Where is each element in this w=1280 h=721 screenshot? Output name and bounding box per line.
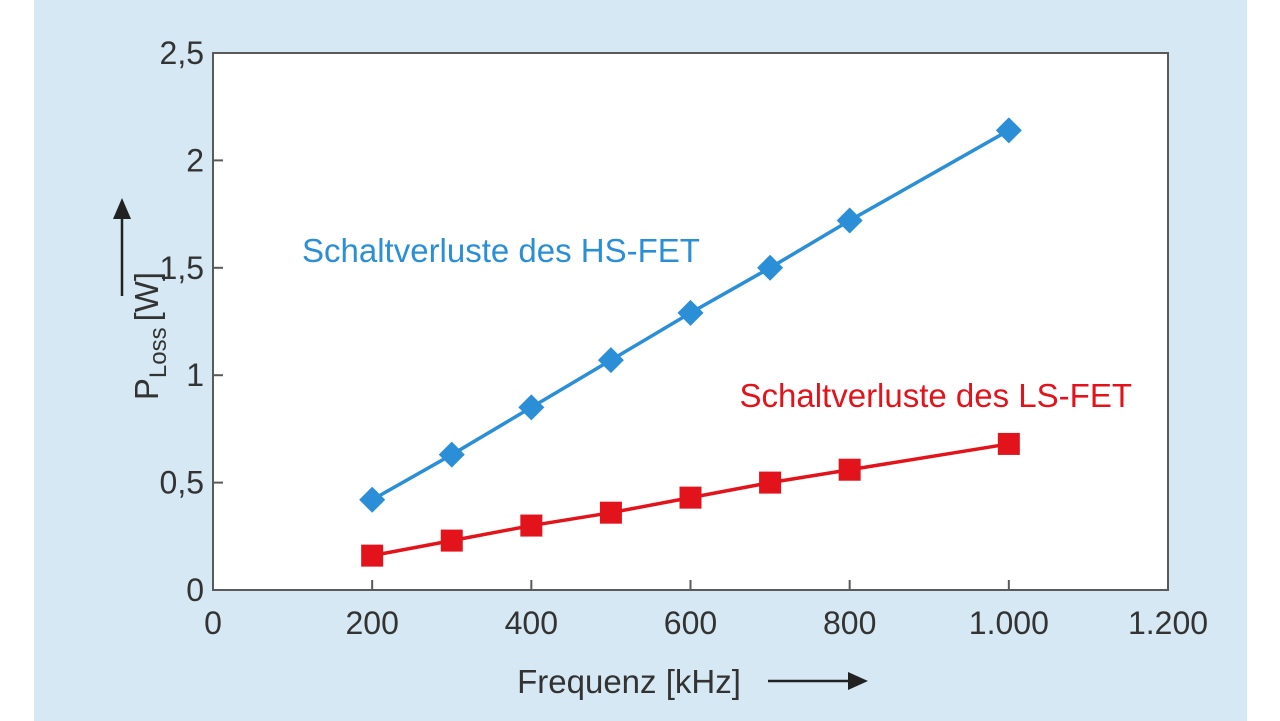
x-axis-label: Frequenz [kHz] [517, 663, 741, 700]
chart-figure: 0 200 400 600 800 1.000 1.200 0 0,5 1 1,5 2 2,5 Sch… [34, 0, 1247, 721]
x-axis-arrow [768, 672, 868, 690]
y-axis-ticks: 0 0,5 1 1,5 2 2,5 [160, 35, 223, 608]
data-point-diamond [995, 117, 1022, 144]
x-tick-label: 1.200 [1128, 605, 1208, 641]
y-axis-label: PLoss [W] [128, 272, 172, 400]
data-point-square [520, 514, 543, 537]
series-line [371, 442, 1010, 558]
y-tick-label: 1,5 [160, 250, 204, 286]
data-point-square [361, 544, 384, 567]
x-tick-label: 400 [505, 605, 558, 641]
line-chart: 0 200 400 600 800 1.000 1.200 0 0,5 1 1,5 2 2,5 Sch… [113, 35, 1208, 700]
series-label: Schaltverluste des HS-FET [302, 232, 700, 269]
y-tick-label: 2 [186, 142, 204, 178]
data-point-square [759, 471, 782, 494]
series-2 [361, 432, 1020, 567]
data-point-diamond [836, 207, 863, 234]
series-label: Schaltverluste des LS-FET [740, 377, 1133, 414]
data-point-square [838, 458, 861, 481]
x-tick-label: 0 [204, 605, 222, 641]
series-labels: Schaltverluste des HS-FET Schaltverluste … [302, 232, 1132, 414]
series-1 [359, 117, 1022, 513]
data-point-diamond [518, 394, 545, 421]
series-line [371, 128, 1010, 502]
data-point-square [679, 486, 702, 509]
data-point-diamond [757, 254, 784, 281]
data-point-square [440, 529, 463, 552]
x-tick-label: 200 [345, 605, 398, 641]
data-point-diamond [597, 347, 624, 374]
x-tick-label: 1.000 [969, 605, 1049, 641]
x-tick-label: 600 [664, 605, 717, 641]
x-tick-label: 800 [823, 605, 876, 641]
y-tick-label: 2,5 [160, 35, 204, 71]
data-point-square [599, 501, 622, 524]
data-point-diamond [677, 299, 704, 326]
y-axis-label-main: P [128, 378, 165, 400]
y-tick-label: 1 [186, 357, 204, 393]
y-axis-label-sub: Loss [145, 327, 172, 378]
data-point-diamond [359, 486, 386, 513]
series-layer [359, 117, 1022, 567]
y-tick-label: 0,5 [160, 465, 204, 501]
x-axis-ticks: 0 200 400 600 800 1.000 1.200 [204, 580, 1208, 641]
data-point-square [997, 432, 1020, 455]
y-tick-label: 0 [186, 572, 204, 608]
data-point-diamond [438, 441, 465, 468]
y-axis-arrow [113, 198, 131, 296]
y-axis-label-unit: [W] [128, 272, 165, 321]
